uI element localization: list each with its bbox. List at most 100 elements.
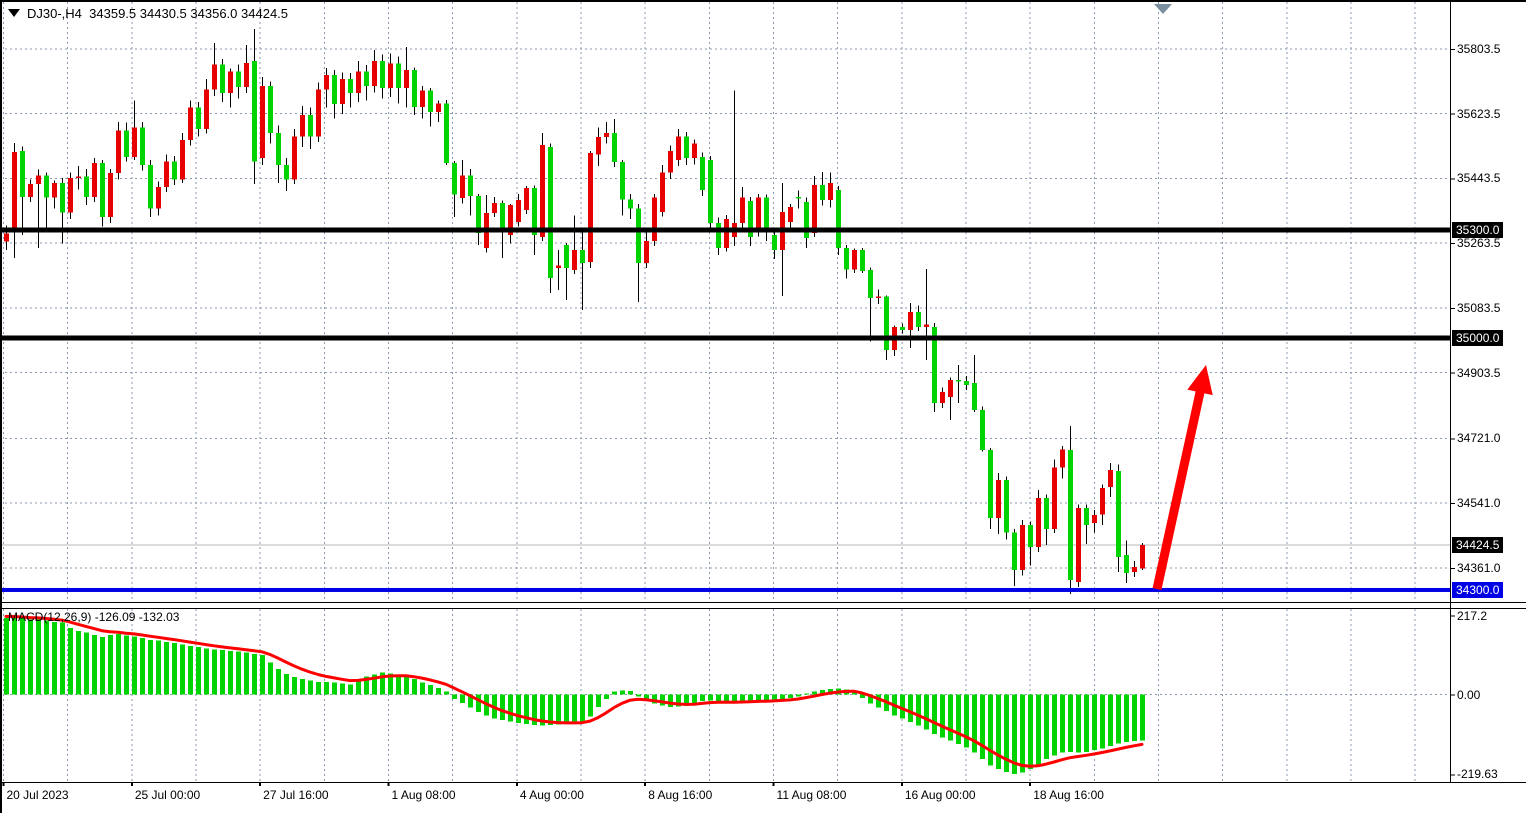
level-lines	[0, 227, 1450, 592]
macd-bar	[812, 691, 817, 695]
macd-bar	[1052, 694, 1057, 756]
candle-body	[684, 136, 689, 159]
macd-histogram	[4, 616, 1145, 774]
price-tick-label: 35263.5	[1457, 236, 1501, 251]
candle-body	[612, 132, 617, 162]
macd-bar	[188, 645, 193, 695]
symbol-dropdown-icon[interactable]	[8, 9, 20, 17]
candle-body	[4, 233, 9, 242]
candle-body	[164, 161, 169, 187]
macd-bar	[92, 635, 97, 695]
macd-bar	[628, 690, 633, 695]
macd-bar	[996, 694, 1001, 770]
chart-shift-marker-icon[interactable]	[1154, 4, 1172, 14]
macd-bar	[68, 627, 73, 695]
candle-body	[972, 382, 977, 410]
candle-body	[708, 160, 713, 224]
trend-arrow-annotation[interactable]	[1152, 365, 1213, 590]
candle-body	[692, 143, 697, 159]
candle-body	[1044, 498, 1049, 529]
time-tick-label: 11 Aug 08:00	[776, 788, 847, 802]
macd-bar	[652, 694, 657, 704]
candle-body	[748, 201, 753, 238]
candle-body	[220, 64, 225, 94]
candle-body	[60, 183, 65, 213]
time-axis[interactable]: 20 Jul 2023 25 Jul 00:00 27 Jul 16:00 1 Aug…	[0, 786, 1450, 813]
grid-lines	[0, 2, 1450, 782]
indicator-macd-value: -126.09	[94, 610, 136, 624]
macd-bar	[308, 680, 313, 695]
macd-bar	[420, 682, 425, 695]
macd-signal-line	[4, 614, 1144, 768]
candle-body	[1124, 555, 1129, 574]
macd-bar	[788, 694, 793, 699]
candle-body	[236, 71, 241, 88]
macd-bar	[468, 694, 473, 708]
candle-body	[292, 136, 297, 180]
price-tick-label: 35083.5	[1457, 300, 1501, 315]
macd-tick-label: 0.00	[1457, 687, 1481, 702]
candle-body	[276, 132, 281, 166]
macd-bar	[1100, 694, 1105, 749]
candle-body	[92, 163, 97, 197]
macd-bar	[796, 694, 801, 697]
macd-bar	[692, 694, 697, 704]
macd-bar	[748, 694, 753, 701]
candle-body	[52, 183, 57, 198]
candle-body	[508, 205, 513, 236]
indicator-name: MACD(12,26,9)	[8, 610, 92, 624]
macd-bar	[564, 694, 569, 724]
price-level-label: 34424.5	[1452, 537, 1504, 554]
macd-bar	[1060, 694, 1065, 753]
macd-bar	[252, 653, 257, 695]
time-tick-label: 1 Aug 08:00	[391, 788, 456, 802]
candle-body	[412, 69, 417, 108]
candle-body	[660, 172, 665, 213]
macd-bar	[156, 640, 161, 695]
candle-body	[932, 326, 937, 404]
candle-body	[1084, 507, 1089, 526]
macd-bar	[1124, 694, 1129, 743]
candle-body	[172, 161, 177, 180]
price-axis[interactable]: 35803.5 35623.5 35443.5 35263.5 35083.5 34903…	[1450, 0, 1526, 813]
candle-body	[260, 86, 265, 159]
resistance-line-35300[interactable]	[0, 227, 1450, 233]
candle-body	[620, 161, 625, 200]
candle-body	[452, 163, 457, 195]
macd-bar	[524, 694, 529, 724]
macd-bar	[988, 694, 993, 766]
candle-body	[916, 312, 921, 328]
candle-body	[124, 130, 129, 157]
macd-bar	[140, 638, 145, 695]
macd-bar	[108, 634, 113, 695]
candle-body	[1060, 449, 1065, 468]
time-tick-label: 27 Jul 16:00	[263, 788, 329, 802]
candle-body	[12, 151, 17, 230]
candle-body	[796, 196, 801, 199]
candle-body	[588, 152, 593, 263]
candle-body	[388, 63, 393, 89]
macd-bar	[228, 650, 233, 695]
macd-bar	[980, 694, 985, 760]
macd-bar	[452, 694, 457, 699]
macd-bar	[668, 694, 673, 707]
candle-body	[556, 265, 561, 268]
support-line-34300[interactable]	[0, 587, 1450, 592]
candle-body	[1012, 532, 1017, 571]
macd-bar	[292, 677, 297, 695]
candle-body	[364, 71, 369, 87]
macd-bar	[508, 694, 513, 722]
macd-bar	[548, 694, 553, 726]
macd-bar	[620, 690, 625, 695]
candle-body	[268, 86, 273, 133]
macd-bar	[116, 634, 121, 695]
time-tick-label: 18 Aug 16:00	[1033, 788, 1104, 802]
macd-bar	[684, 694, 689, 706]
candle-body	[900, 326, 905, 331]
candle-body	[348, 78, 353, 94]
candle-body	[492, 203, 497, 214]
resistance-line-35000[interactable]	[0, 335, 1450, 341]
macd-bar	[380, 672, 385, 695]
